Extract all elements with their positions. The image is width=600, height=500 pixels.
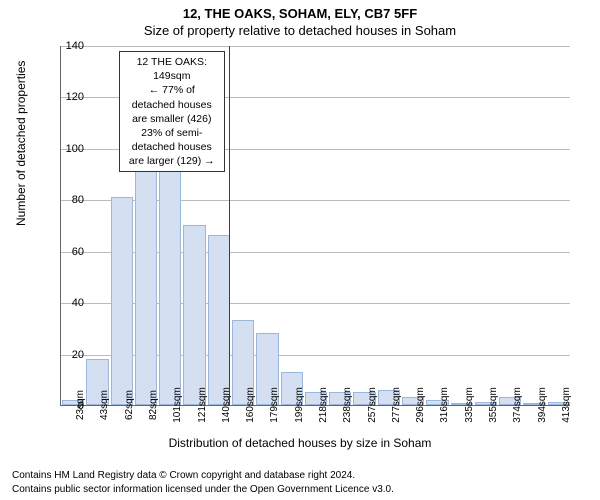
attribution-line-1: Contains HM Land Registry data © Crown c… — [12, 470, 588, 483]
x-tick-label: 316sqm — [437, 387, 450, 423]
x-tick-label: 335sqm — [462, 387, 475, 423]
histogram-bar — [111, 197, 133, 405]
y-tick-label: 40 — [72, 297, 84, 309]
marker-line — [229, 46, 230, 405]
histogram-bar — [183, 225, 205, 405]
x-tick-label: 160sqm — [243, 387, 256, 423]
y-tick-label: 20 — [72, 349, 84, 361]
y-tick-label: 120 — [66, 91, 84, 103]
chart-title-1: 12, THE OAKS, SOHAM, ELY, CB7 5FF — [0, 6, 600, 21]
attribution: Contains HM Land Registry data © Crown c… — [12, 470, 588, 496]
y-tick-label: 140 — [66, 40, 84, 52]
y-tick-label: 80 — [72, 194, 84, 206]
x-tick-label: 238sqm — [340, 387, 353, 423]
x-tick-label: 140sqm — [219, 387, 232, 423]
plot-area: 23sqm43sqm62sqm82sqm101sqm121sqm140sqm16… — [60, 46, 570, 406]
x-tick-label: 179sqm — [267, 387, 280, 423]
x-axis-label: Distribution of detached houses by size … — [0, 436, 600, 450]
x-tick-label: 277sqm — [389, 387, 402, 423]
y-axis-label: Number of detached properties — [14, 61, 28, 226]
x-tick-label: 413sqm — [559, 387, 572, 423]
x-tick-label: 355sqm — [486, 387, 499, 423]
histogram-bar — [208, 235, 230, 405]
x-tick-label: 257sqm — [365, 387, 378, 423]
x-tick-label: 82sqm — [146, 390, 159, 420]
x-tick-label: 121sqm — [195, 387, 208, 423]
x-tick-label: 62sqm — [122, 390, 135, 420]
x-tick-label: 296sqm — [413, 387, 426, 423]
x-tick-label: 374sqm — [510, 387, 523, 423]
y-tick-label: 0 — [78, 400, 84, 412]
attribution-line-2: Contains public sector information licen… — [12, 483, 588, 497]
x-tick-label: 199sqm — [292, 387, 305, 423]
x-tick-label: 101sqm — [170, 387, 183, 423]
annotation-line: 23% of semi-detached houses are larger (… — [126, 126, 218, 169]
gridline — [61, 46, 570, 47]
x-tick-label: 394sqm — [535, 387, 548, 423]
chart-title-2: Size of property relative to detached ho… — [0, 23, 600, 38]
x-tick-label: 43sqm — [97, 390, 110, 420]
annotation-line: 12 THE OAKS: 149sqm — [126, 55, 218, 83]
annotation-line: ← 77% of detached houses are smaller (42… — [126, 83, 218, 126]
y-tick-label: 100 — [66, 143, 84, 155]
annotation-box: 12 THE OAKS: 149sqm← 77% of detached hou… — [119, 51, 225, 172]
y-tick-label: 60 — [72, 246, 84, 258]
x-tick-label: 218sqm — [316, 387, 329, 423]
